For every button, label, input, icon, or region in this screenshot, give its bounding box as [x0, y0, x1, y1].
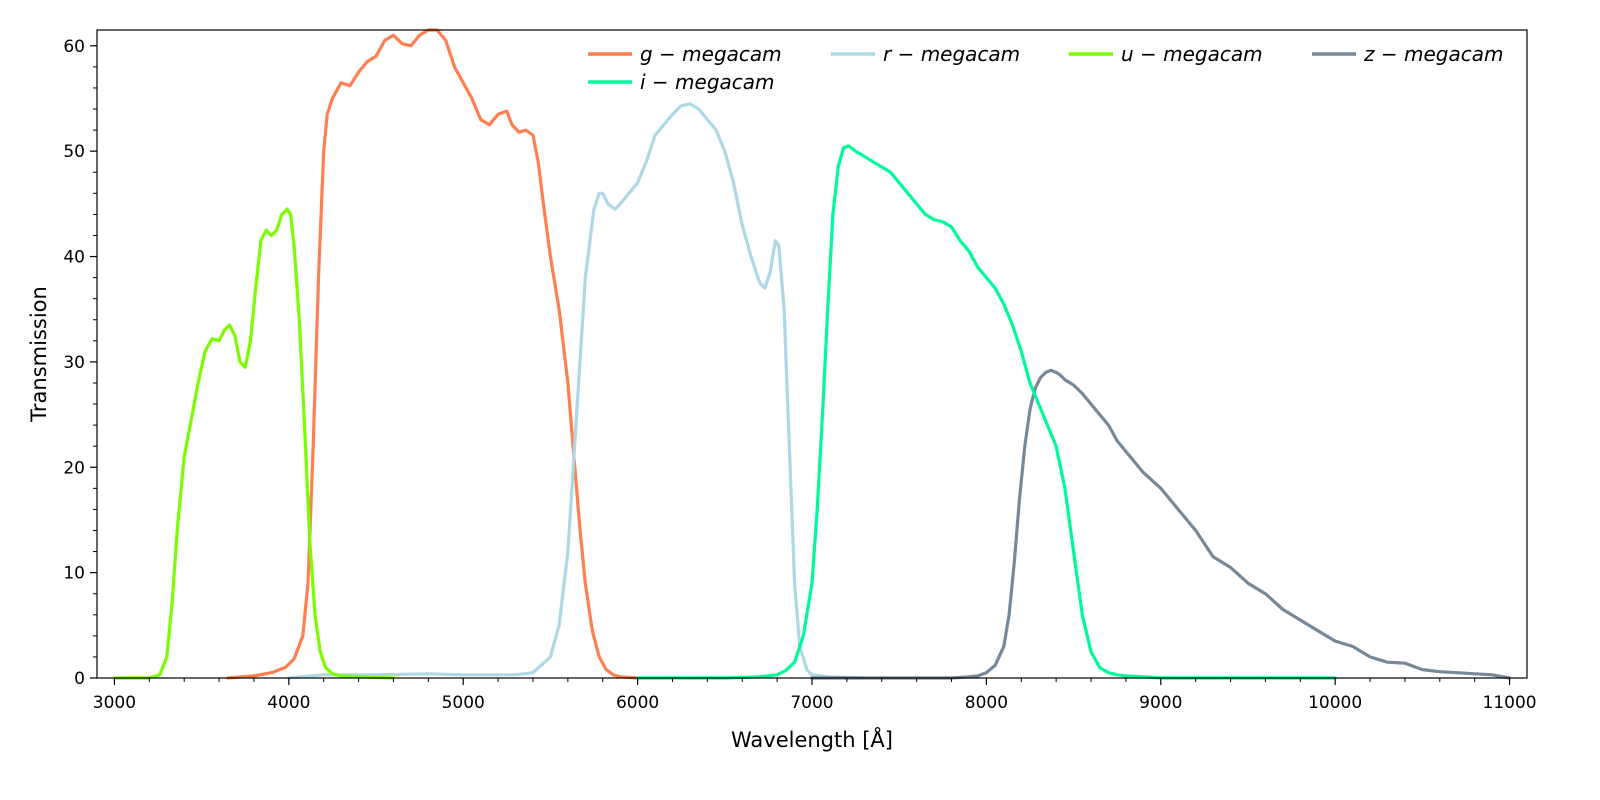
series-line-i — [636, 144, 1337, 680]
x-tick-label: 11000 — [1483, 693, 1537, 713]
legend-label: u − megacam — [1121, 42, 1263, 66]
y-tick-label: 30 — [63, 353, 85, 373]
legend-item-z: z − megacam — [1312, 42, 1503, 66]
legend-item-u: u − megacam — [1069, 42, 1263, 66]
series-line-u — [112, 207, 396, 680]
y-tick-label: 50 — [63, 142, 85, 162]
x-tick-label: 3000 — [93, 693, 136, 713]
y-tick-label: 0 — [74, 669, 85, 689]
legend-item-r: r − megacam — [831, 42, 1020, 66]
series-curves — [112, 28, 1512, 680]
legend-item-i: i − megacam — [588, 70, 775, 94]
x-tick-label: 8000 — [965, 693, 1008, 713]
y-tick-label: 60 — [63, 37, 85, 57]
legend-label: i − megacam — [640, 70, 775, 94]
y-axis-title: Transmission — [27, 286, 51, 423]
legend-label: z − megacam — [1363, 42, 1503, 66]
x-tick-label: 9000 — [1139, 693, 1182, 713]
legend: g − megacam r − megacam u − megacam z − meg… — [588, 42, 1503, 94]
y-axis-ticks: 0 10 20 30 40 50 60 — [63, 37, 97, 689]
series-line-z — [810, 368, 1512, 680]
legend-label: r − megacam — [883, 42, 1020, 66]
x-tick-label: 6000 — [616, 693, 659, 713]
x-tick-label: 5000 — [442, 693, 485, 713]
series-line-r — [287, 102, 866, 680]
y-tick-label: 10 — [63, 564, 85, 584]
x-tick-label: 10000 — [1308, 693, 1362, 713]
legend-item-g: g − megacam — [588, 42, 782, 66]
y-tick-label: 20 — [63, 458, 85, 478]
y-tick-label: 40 — [63, 248, 85, 268]
x-axis-ticks: 3000 4000 5000 6000 7000 8000 9000 10000 11000 — [93, 678, 1537, 713]
series-line-g — [226, 28, 640, 680]
x-axis-title: Wavelength [Å] — [731, 726, 893, 752]
x-tick-label: 4000 — [267, 693, 310, 713]
x-tick-label: 7000 — [790, 693, 833, 713]
legend-label: g − megacam — [640, 42, 782, 66]
